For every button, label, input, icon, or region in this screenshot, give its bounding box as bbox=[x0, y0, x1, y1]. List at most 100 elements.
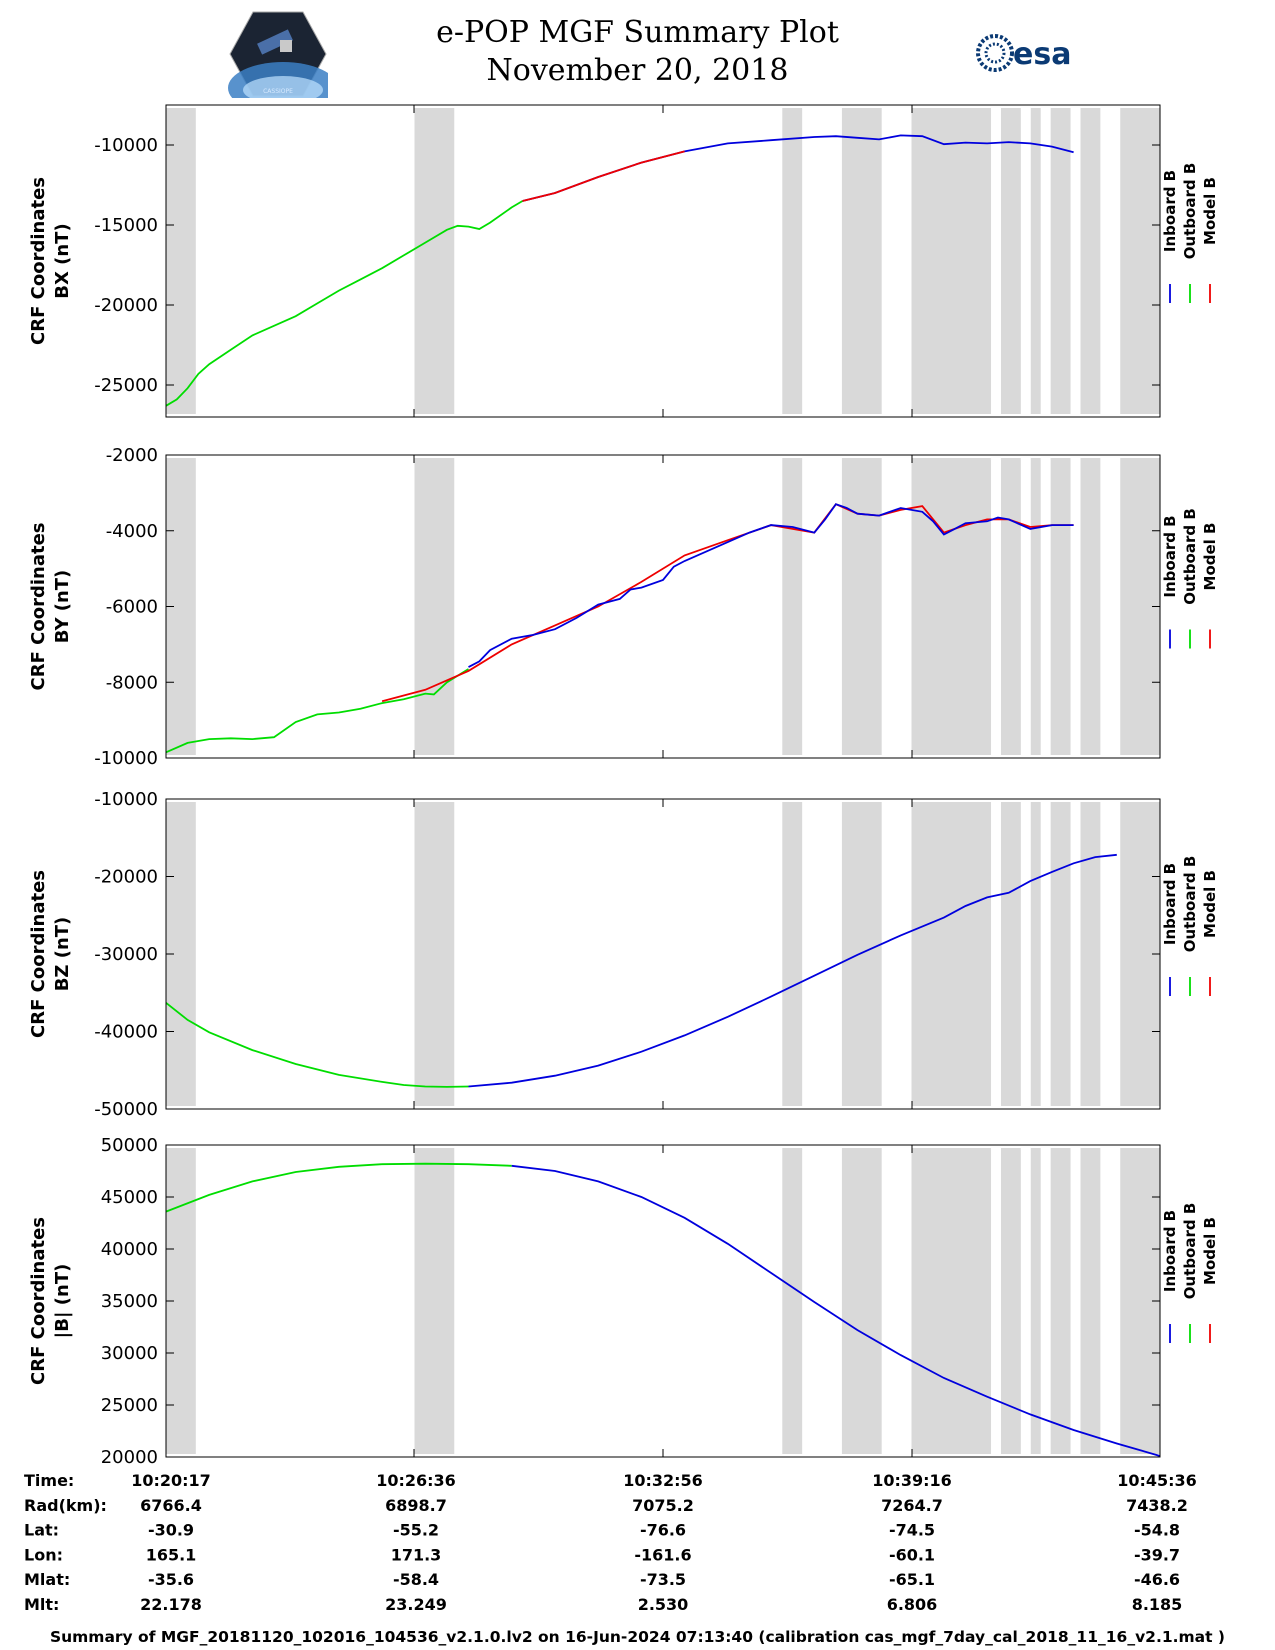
data-gap-7 bbox=[1050, 1148, 1071, 1454]
orbit-cell: -161.6 bbox=[634, 1545, 691, 1564]
data-gap-4 bbox=[911, 1148, 992, 1454]
legend-label: Outboard B bbox=[1181, 1203, 1199, 1300]
orbit-cell: -60.1 bbox=[889, 1545, 935, 1564]
title-line-2: November 20, 2018 bbox=[486, 53, 789, 88]
data-gap-4 bbox=[911, 108, 992, 414]
data-gap-0 bbox=[166, 108, 196, 414]
esa-logo: esa bbox=[976, 34, 1071, 72]
orbit-cell: 6.806 bbox=[887, 1595, 938, 1614]
series-outboard-b bbox=[165, 1162, 512, 1213]
data-gap-5 bbox=[1000, 802, 1021, 1106]
legend-label: Outboard B bbox=[1181, 163, 1199, 260]
orbit-cell: -35.6 bbox=[148, 1570, 194, 1589]
panel-2: -10000 -8000 -6000 -4000 -2000 CRF Coordinate… bbox=[28, 445, 1219, 769]
series-inboard-b bbox=[468, 503, 1074, 668]
y-axis-label: CRF Coordinates bbox=[28, 177, 49, 345]
data-gap-2 bbox=[782, 802, 803, 1106]
data-gap-3 bbox=[841, 108, 882, 414]
y-tick-label: -4000 bbox=[106, 521, 158, 542]
data-gap-7 bbox=[1050, 458, 1071, 755]
orbit-cell: -54.8 bbox=[1134, 1521, 1180, 1540]
plot-title: e-POP MGF Summary Plot November 20, 2018 bbox=[0, 14, 1275, 90]
y-tick-label: -25000 bbox=[94, 375, 158, 396]
orbit-cell: 165.1 bbox=[146, 1545, 197, 1564]
data-gap-8 bbox=[1080, 1148, 1101, 1454]
series-outboard-b bbox=[165, 200, 523, 407]
orbit-cell: 6898.7 bbox=[385, 1496, 447, 1515]
legend-label: Model B bbox=[1201, 523, 1219, 591]
orbit-row-label: Lon: bbox=[24, 1545, 63, 1564]
y-axis-label: BX (nT) bbox=[52, 223, 73, 298]
series-outboard-b bbox=[165, 668, 469, 754]
footer-caption: Summary of MGF_20181120_102016_104536_v2… bbox=[49, 1628, 1226, 1646]
orbit-cell: 7075.2 bbox=[632, 1496, 694, 1515]
data-gap-2 bbox=[782, 458, 803, 755]
data-gap-7 bbox=[1050, 802, 1071, 1106]
orbit-row-label: Lat: bbox=[24, 1521, 59, 1540]
data-gap-5 bbox=[1000, 1148, 1021, 1454]
legend-label: Inboard B bbox=[1161, 170, 1179, 252]
data-gap-3 bbox=[841, 802, 882, 1106]
y-axis-label: CRF Coordinates bbox=[28, 523, 49, 691]
y-tick-label: 40000 bbox=[101, 1239, 158, 1260]
data-gap-8 bbox=[1080, 458, 1101, 755]
orbit-cell: 171.3 bbox=[391, 1545, 442, 1564]
data-gap-4 bbox=[911, 458, 992, 755]
orbit-cell: 7438.2 bbox=[1126, 1496, 1188, 1515]
orbit-info-table: Time: 10:20:17 10:26:36 10:32:56 10:39:16 10:… bbox=[24, 1471, 1197, 1614]
y-tick-label: 45000 bbox=[101, 1187, 158, 1208]
data-gap-4 bbox=[911, 802, 992, 1106]
y-tick-label: -8000 bbox=[106, 672, 158, 693]
legend-label: Model B bbox=[1201, 1217, 1219, 1285]
y-axis-label: BZ (nT) bbox=[52, 917, 73, 992]
panel-3: -50000 -40000 -30000 -20000 -10000 CRF Coordi… bbox=[28, 789, 1219, 1120]
data-gap-1 bbox=[414, 1148, 455, 1454]
legend-label: Model B bbox=[1201, 177, 1219, 245]
series-inboard-b bbox=[511, 1164, 1161, 1457]
orbit-cell: 2.530 bbox=[638, 1595, 689, 1614]
data-gap-9 bbox=[1120, 108, 1160, 414]
data-gap-2 bbox=[782, 108, 803, 414]
data-gap-6 bbox=[1030, 1148, 1041, 1454]
y-tick-label: 35000 bbox=[101, 1291, 158, 1312]
data-gap-2 bbox=[782, 1148, 803, 1454]
data-gap-8 bbox=[1080, 108, 1101, 414]
orbit-cell: 23.249 bbox=[385, 1595, 447, 1614]
orbit-cell: -39.7 bbox=[1134, 1545, 1180, 1564]
panel-4: 20000 25000 30000 35000 40000 45000 50000 CRF C… bbox=[28, 1135, 1219, 1468]
title-line-1: e-POP MGF Summary Plot bbox=[436, 15, 839, 50]
data-gap-6 bbox=[1030, 458, 1041, 755]
y-tick-label: 30000 bbox=[101, 1343, 158, 1364]
y-axis-label: BY (nT) bbox=[52, 570, 73, 644]
y-tick-label: 20000 bbox=[101, 1447, 158, 1468]
y-axis-label: |B| (nT) bbox=[52, 1264, 73, 1339]
orbit-cell: -73.5 bbox=[640, 1570, 686, 1589]
data-gap-1 bbox=[414, 108, 455, 414]
orbit-row-label: Mlat: bbox=[24, 1570, 70, 1589]
legend-label: Inboard B bbox=[1161, 1210, 1179, 1292]
legend-label: Model B bbox=[1201, 870, 1219, 938]
series-outboard-b bbox=[165, 1002, 469, 1088]
data-gap-6 bbox=[1030, 108, 1041, 414]
y-tick-label: 25000 bbox=[101, 1395, 158, 1416]
y-tick-label: 50000 bbox=[101, 1135, 158, 1156]
orbit-row-label: Rad(km): bbox=[24, 1496, 107, 1515]
orbit-cell: -30.9 bbox=[148, 1521, 194, 1540]
data-gap-8 bbox=[1080, 802, 1101, 1106]
y-tick-label: -10000 bbox=[94, 748, 158, 769]
legend-label: Inboard B bbox=[1161, 863, 1179, 945]
data-gap-6 bbox=[1030, 802, 1041, 1106]
orbit-cell: 7264.7 bbox=[881, 1496, 943, 1515]
orbit-cell: -55.2 bbox=[393, 1521, 439, 1540]
esa-text: esa bbox=[1013, 37, 1071, 72]
y-axis-label: CRF Coordinates bbox=[28, 1217, 49, 1385]
orbit-cell: -76.6 bbox=[640, 1521, 686, 1540]
data-gap-5 bbox=[1000, 458, 1021, 755]
y-tick-label: -20000 bbox=[94, 295, 158, 316]
orbit-cell: 10:39:16 bbox=[872, 1471, 952, 1490]
y-tick-label: -30000 bbox=[94, 944, 158, 965]
orbit-cell: -74.5 bbox=[889, 1521, 935, 1540]
orbit-row-label: Time: bbox=[24, 1471, 74, 1490]
y-tick-label: -10000 bbox=[94, 135, 158, 156]
